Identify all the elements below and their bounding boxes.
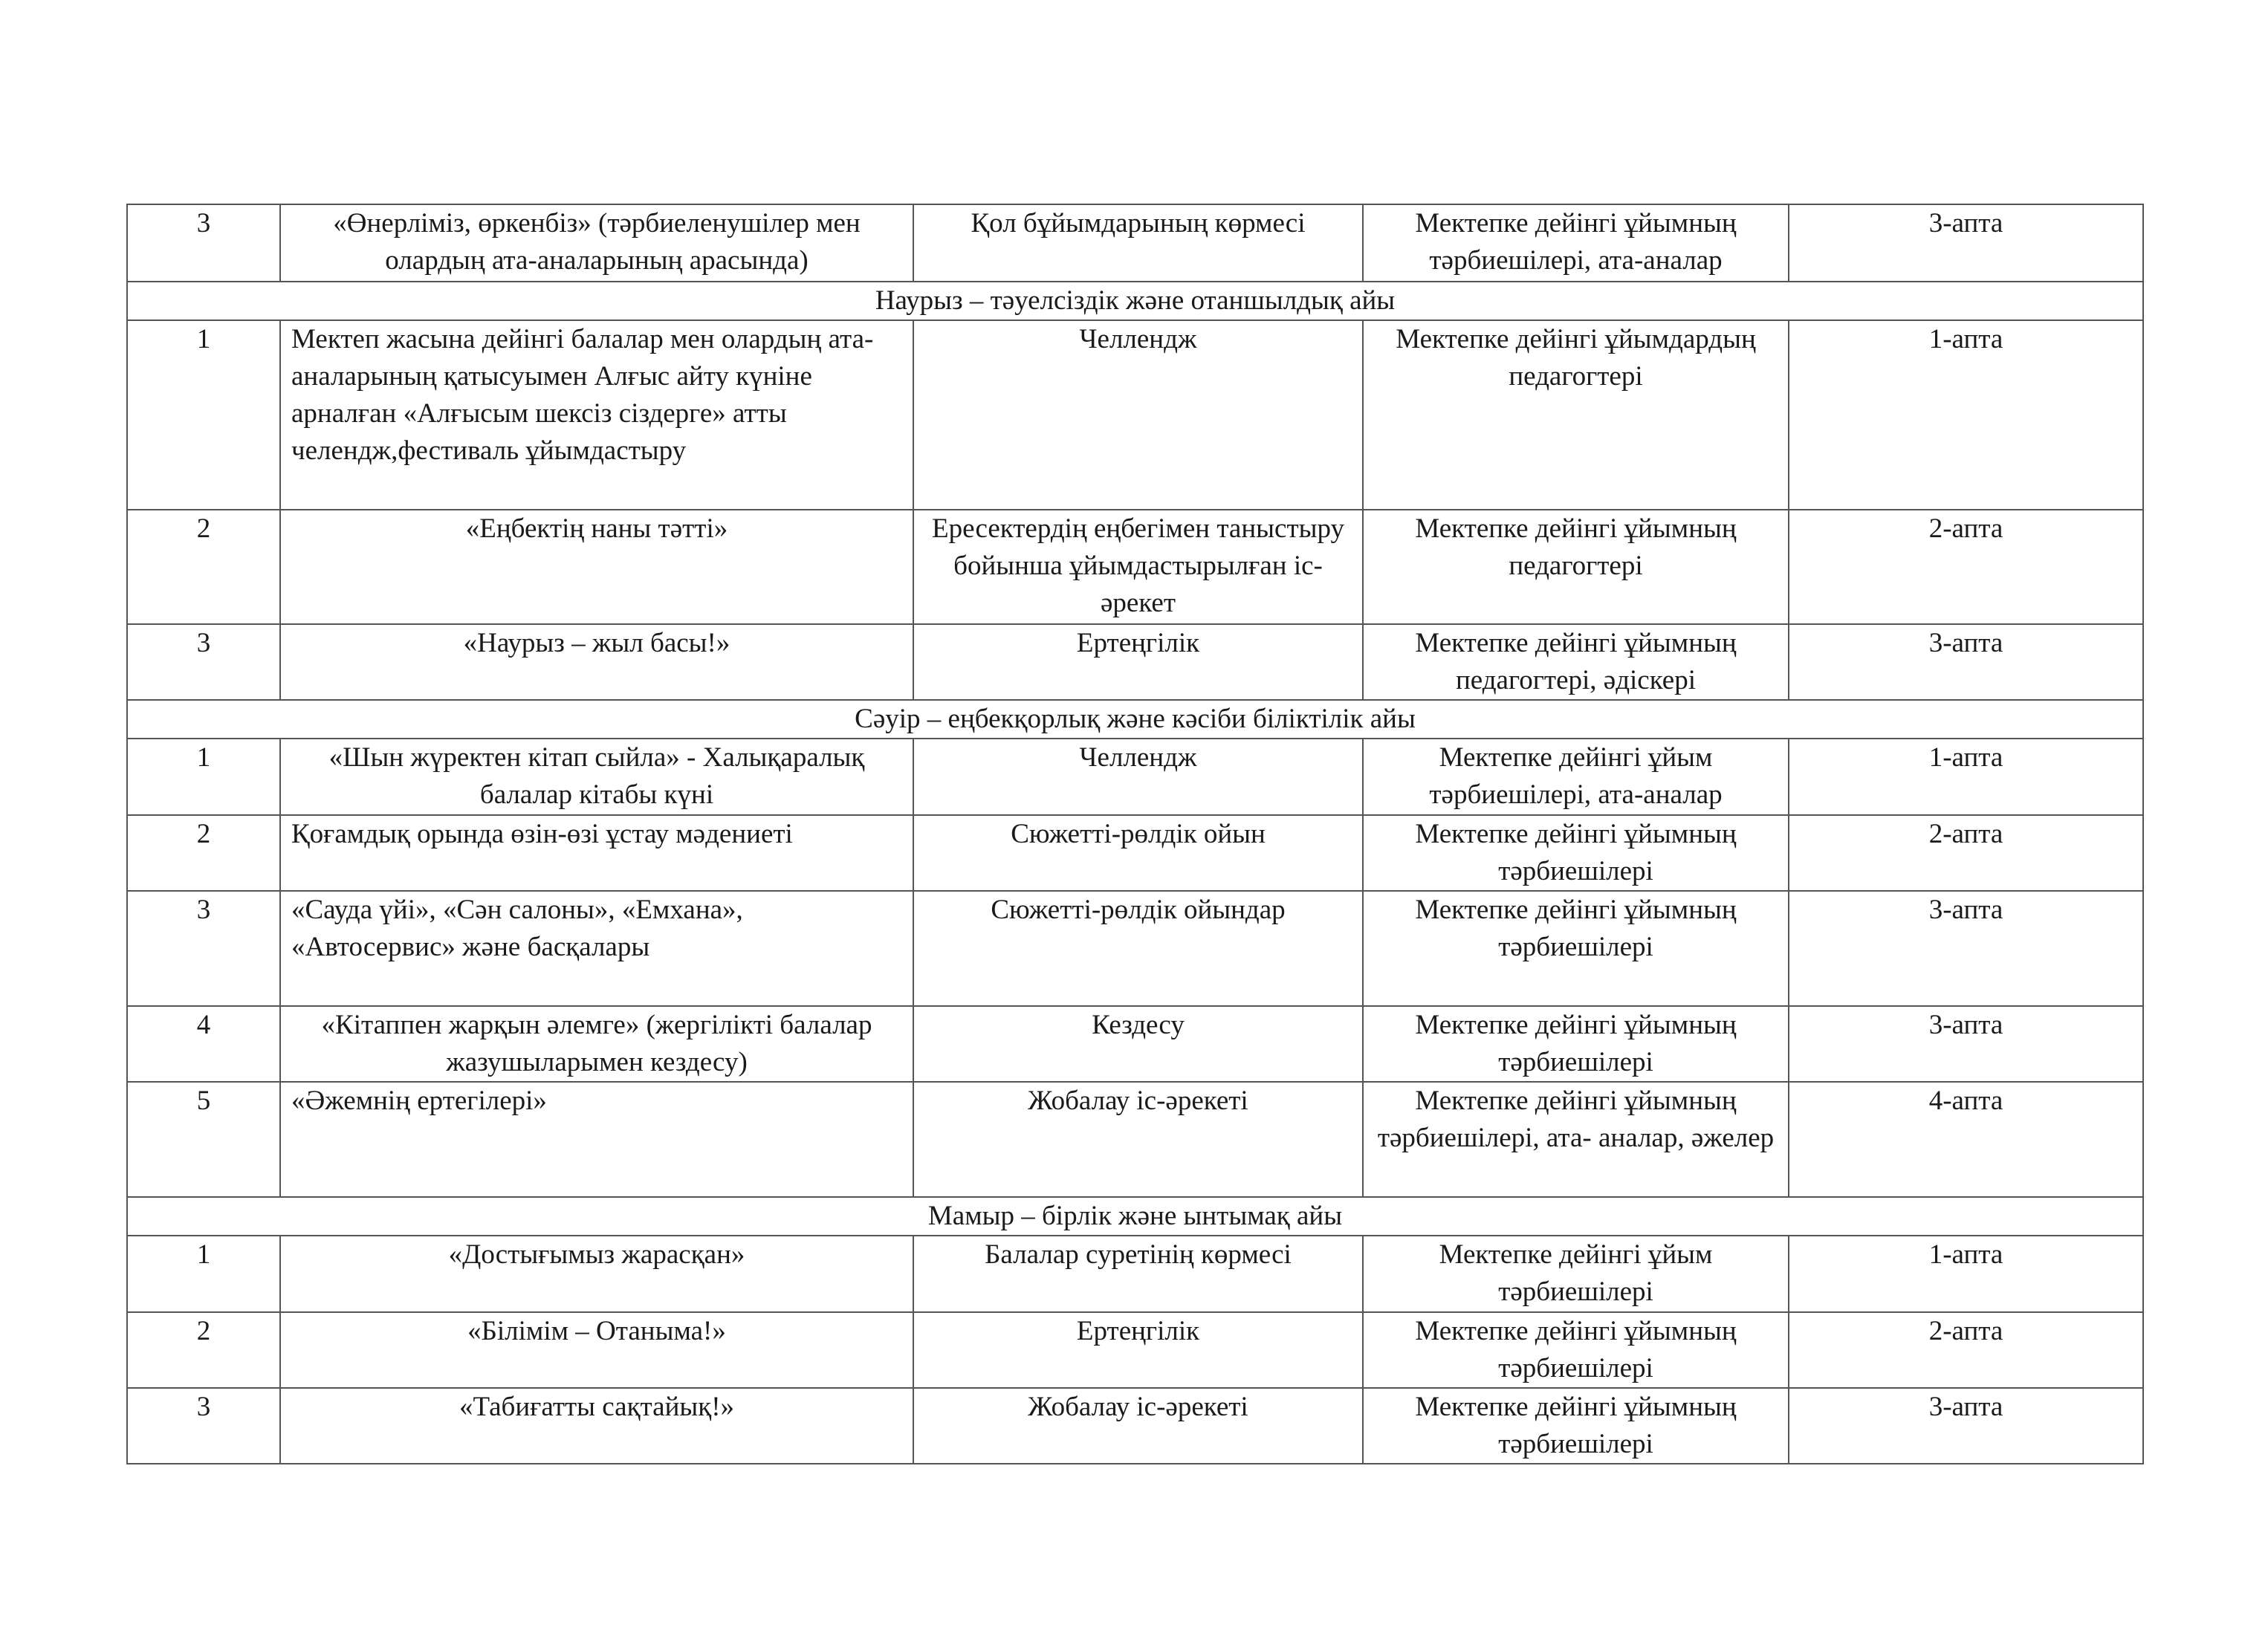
event-name: «Табиғатты сақтайық!»: [279, 1387, 914, 1464]
table-row: 3 «Сауда үйі», «Сән салоны», «Емхана», «А…: [126, 890, 2144, 1007]
responsible: Мектепке дейінгі ұйымның тәрбиешілері: [1362, 890, 1789, 1007]
event-form: Қол бұйымдарының көрмесі: [913, 204, 1364, 282]
week: 3-апта: [1788, 204, 2144, 282]
event-form: Жобалау іс-әрекеті: [913, 1387, 1364, 1464]
week: 1-апта: [1788, 738, 2144, 816]
responsible: Мектепке дейінгі ұйымның педагогтері, әд…: [1362, 623, 1789, 701]
week: 3-апта: [1788, 890, 2144, 1007]
table-row: 5 «Әжемнің ертегілері» Жобалау іс-әрекеті М…: [126, 1081, 2144, 1198]
week: 1-апта: [1788, 1235, 2144, 1313]
event-form: Челлендж: [913, 738, 1364, 816]
row-number: 5: [126, 1081, 281, 1198]
event-name: «Білімім – Отаныма!»: [279, 1311, 914, 1389]
section-row: Сәуір – еңбекқорлық және кәсіби біліктіл…: [126, 699, 2144, 739]
responsible: Мектепке дейінгі ұйымның тәрбиешілері, а…: [1362, 204, 1789, 282]
row-number: 3: [126, 890, 281, 1007]
event-form: Сюжетті-рөлдік ойын: [913, 814, 1364, 892]
table-row: 3 «Өнерліміз, өркенбіз» (тәрбиеленушілер …: [126, 204, 2144, 282]
row-number: 1: [126, 319, 281, 510]
section-row: Наурыз – тәуелсіздік және отаншылдық айы: [126, 281, 2144, 321]
row-number: 3: [126, 623, 281, 701]
week: 2-апта: [1788, 814, 2144, 892]
responsible: Мектепке дейінгі ұйым тәрбиешілері, ата-…: [1362, 738, 1789, 816]
responsible: Мектепке дейінгі ұйымның тәрбиешілері, а…: [1362, 1081, 1789, 1198]
event-name: «Шын жүректен кітап сыйла» - Халықаралық…: [279, 738, 914, 816]
table-row: 2 «Еңбектің наны тәтті» Ересектердің еңбег…: [126, 509, 2144, 625]
event-form: Кездесу: [913, 1005, 1364, 1083]
week: 2-апта: [1788, 509, 2144, 625]
week: 2-апта: [1788, 1311, 2144, 1389]
week: 3-апта: [1788, 1387, 2144, 1464]
event-name: «Өнерліміз, өркенбіз» (тәрбиеленушілер м…: [279, 204, 914, 282]
responsible: Мектепке дейінгі ұйымның педагогтері: [1362, 509, 1789, 625]
event-form: Ересектердің еңбегімен таныстыру бойынша…: [913, 509, 1364, 625]
section-title: Мамыр – бірлік және ынтымақ айы: [126, 1196, 2144, 1236]
row-number: 2: [126, 509, 281, 625]
week: 3-апта: [1788, 1005, 2144, 1083]
row-number: 2: [126, 1311, 281, 1389]
table-row: 3 «Наурыз – жыл басы!» Ертеңгілік Мектепке …: [126, 623, 2144, 701]
schedule-table: 3 «Өнерліміз, өркенбіз» (тәрбиеленушілер …: [126, 204, 2144, 1464]
event-name: «Сауда үйі», «Сән салоны», «Емхана», «Ав…: [279, 890, 914, 1007]
event-name: «Кітаппен жарқын әлемге» (жергілікті бал…: [279, 1005, 914, 1083]
event-name: Қоғамдық орында өзін-өзі ұстау мәдениеті: [279, 814, 914, 892]
row-number: 4: [126, 1005, 281, 1083]
section-title: Наурыз – тәуелсіздік және отаншылдық айы: [126, 281, 2144, 321]
responsible: Мектепке дейінгі ұйым тәрбиешілері: [1362, 1235, 1789, 1313]
table-row: 2 «Білімім – Отаныма!» Ертеңгілік Мектепке …: [126, 1311, 2144, 1389]
section-row: Мамыр – бірлік және ынтымақ айы: [126, 1196, 2144, 1236]
responsible: Мектепке дейінгі ұйымның тәрбиешілері: [1362, 814, 1789, 892]
responsible: Мектепке дейінгі ұйымның тәрбиешілері: [1362, 1387, 1789, 1464]
event-name: «Достығымыз жарасқан»: [279, 1235, 914, 1313]
table-row: 1 Мектеп жасына дейінгі балалар мен олард…: [126, 319, 2144, 510]
event-name: Мектеп жасына дейінгі балалар мен оларды…: [279, 319, 914, 510]
table-row: 3 «Табиғатты сақтайық!» Жобалау іс-әрекеті…: [126, 1387, 2144, 1464]
table-row: 4 «Кітаппен жарқын әлемге» (жергілікті ба…: [126, 1005, 2144, 1083]
week: 1-апта: [1788, 319, 2144, 510]
event-name: «Әжемнің ертегілері»: [279, 1081, 914, 1198]
event-form: Ертеңгілік: [913, 1311, 1364, 1389]
row-number: 2: [126, 814, 281, 892]
row-number: 1: [126, 1235, 281, 1313]
event-form: Жобалау іс-әрекеті: [913, 1081, 1364, 1198]
event-form: Ертеңгілік: [913, 623, 1364, 701]
row-number: 1: [126, 738, 281, 816]
responsible: Мектепке дейінгі ұйымдардың педагогтері: [1362, 319, 1789, 510]
event-form: Челлендж: [913, 319, 1364, 510]
table-row: 1 «Достығымыз жарасқан» Балалар суретінің …: [126, 1235, 2144, 1313]
event-name: «Еңбектің наны тәтті»: [279, 509, 914, 625]
table-row: 1 «Шын жүректен кітап сыйла» - Халықаралы…: [126, 738, 2144, 816]
table-row: 2 Қоғамдық орында өзін-өзі ұстау мәдениет…: [126, 814, 2144, 892]
week: 3-апта: [1788, 623, 2144, 701]
row-number: 3: [126, 204, 281, 282]
section-title: Сәуір – еңбекқорлық және кәсіби біліктіл…: [126, 699, 2144, 739]
row-number: 3: [126, 1387, 281, 1464]
responsible: Мектепке дейінгі ұйымның тәрбиешілері: [1362, 1311, 1789, 1389]
event-form: Сюжетті-рөлдік ойындар: [913, 890, 1364, 1007]
week: 4-апта: [1788, 1081, 2144, 1198]
event-name: «Наурыз – жыл басы!»: [279, 623, 914, 701]
responsible: Мектепке дейінгі ұйымның тәрбиешілері: [1362, 1005, 1789, 1083]
event-form: Балалар суретінің көрмесі: [913, 1235, 1364, 1313]
